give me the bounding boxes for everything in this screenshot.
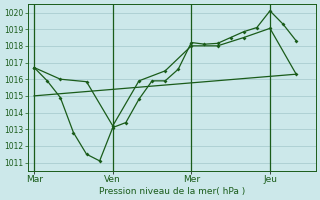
X-axis label: Pression niveau de la mer( hPa ): Pression niveau de la mer( hPa ) [99, 187, 245, 196]
